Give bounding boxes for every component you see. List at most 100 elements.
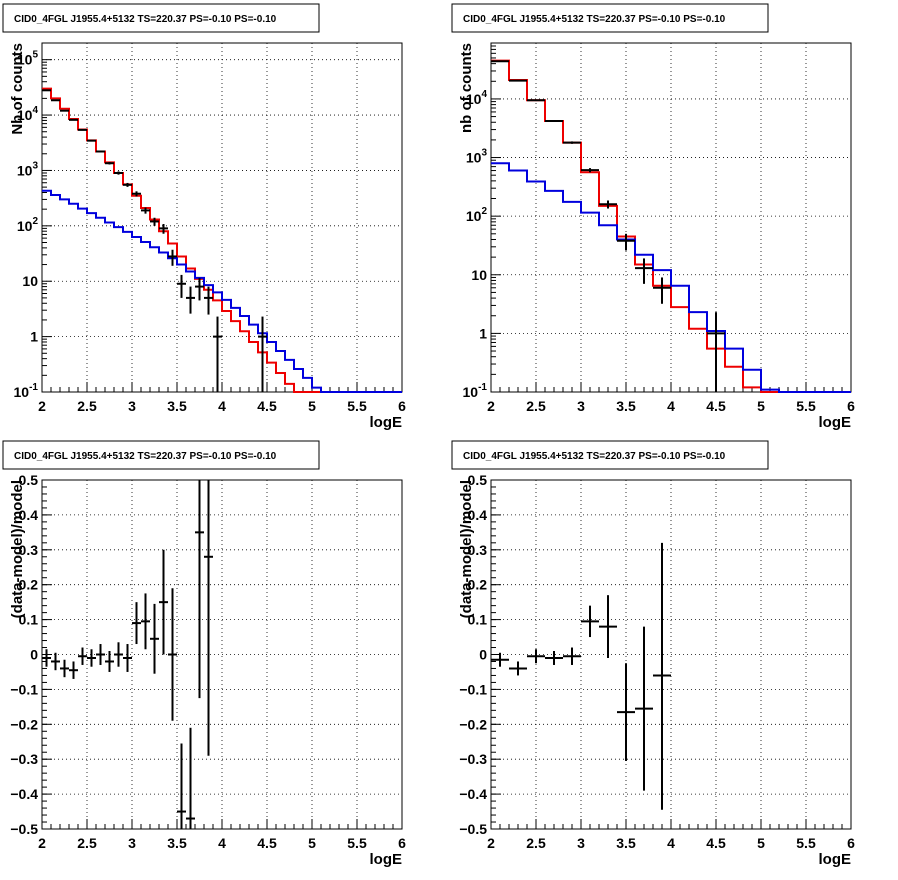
y-tick-label: −0.3: [10, 751, 38, 767]
x-tick-label: 5: [757, 835, 765, 851]
y-tick-label: 103: [17, 160, 39, 178]
y-tick-label-base: 10: [466, 208, 482, 224]
y-tick-label-base: 10: [17, 52, 33, 68]
x-tick-label: 4.5: [706, 398, 726, 414]
x-tick-label: 2: [487, 398, 495, 414]
x-tick-label: 3: [577, 835, 585, 851]
y-tick-label: −0.5: [10, 821, 38, 837]
y-axis-label: (data-model)/model: [9, 480, 26, 618]
x-tick-label: 3: [128, 398, 136, 414]
y-tick-label-base: 10: [463, 384, 479, 400]
y-tick-label: −0.5: [459, 821, 487, 837]
x-tick-label: 4.5: [257, 398, 277, 414]
y-tick-label-exp: 5: [32, 50, 38, 61]
x-tick-label: 2.5: [526, 398, 546, 414]
x-tick-label: 2.5: [526, 835, 546, 851]
x-tick-label: 3.5: [167, 398, 187, 414]
y-tick-label-exp: -1: [478, 382, 487, 393]
y-tick-label-base: 10: [466, 150, 482, 166]
y-tick-label: 0.5: [468, 472, 488, 488]
x-tick-label: 2: [38, 835, 46, 851]
y-tick-label-base: 10: [17, 107, 33, 123]
x-tick-label: 5.5: [347, 398, 367, 414]
x-tick-label: 2.5: [77, 398, 97, 414]
x-tick-label: 6: [398, 835, 406, 851]
y-tick-label: 102: [17, 216, 39, 234]
x-tick-label: 6: [847, 835, 855, 851]
data-points-group: [491, 542, 671, 810]
x-tick-label: 6: [847, 398, 855, 414]
x-tick-label: 6: [398, 398, 406, 414]
chart-panel-top-right: CID0_4FGL J1955.4+5132 TS=220.37 PS=-0.1…: [449, 0, 898, 437]
x-tick-label: 4: [667, 835, 675, 851]
y-tick-label-exp: 4: [32, 105, 38, 116]
y-tick-label: −0.2: [459, 716, 487, 732]
y-tick-label: 0.3: [19, 542, 39, 558]
chart-title: CID0_4FGL J1955.4+5132 TS=220.37 PS=-0.1…: [14, 451, 277, 462]
y-tick-label-exp: 4: [481, 89, 487, 100]
y-tick-label: 0.4: [19, 507, 39, 523]
x-tick-label: 2: [38, 398, 46, 414]
series-source-model-line: [42, 189, 402, 393]
y-axis-label: Nb of counts: [9, 43, 26, 135]
chart-title: CID0_4FGL J1955.4+5132 TS=220.37 PS=-0.1…: [14, 14, 277, 25]
x-tick-label: 5.5: [347, 835, 367, 851]
x-tick-label: 3: [128, 835, 136, 851]
y-tick-label-base: 10: [17, 162, 33, 178]
y-tick-label: −0.1: [459, 681, 487, 697]
y-tick-label: 1: [30, 329, 38, 345]
residual-chart-bottom-left: CID0_4FGL J1955.4+5132 TS=220.37 PS=-0.1…: [2, 440, 406, 868]
y-tick-label: 0.2: [468, 577, 488, 593]
x-axis-label: logE: [819, 851, 852, 868]
counts-chart-top-left: CID0_4FGL J1955.4+5132 TS=220.37 PS=-0.1…: [2, 3, 406, 431]
chart-panel-top-left: CID0_4FGL J1955.4+5132 TS=220.37 PS=-0.1…: [0, 0, 449, 437]
x-tick-label: 4: [218, 398, 226, 414]
y-tick-label-exp: -1: [29, 382, 38, 393]
x-axis-label: logE: [819, 414, 852, 431]
y-tick-label-exp: 2: [32, 216, 38, 227]
x-tick-label: 3.5: [616, 398, 636, 414]
y-tick-label: 0.5: [19, 472, 39, 488]
data-points-group: [42, 480, 213, 829]
chart-panel-bottom-left: CID0_4FGL J1955.4+5132 TS=220.37 PS=-0.1…: [0, 437, 449, 875]
x-axis-label: logE: [370, 414, 403, 431]
y-tick-label: 0.2: [19, 577, 39, 593]
y-tick-label: 0.1: [19, 612, 39, 628]
chart-title: CID0_4FGL J1955.4+5132 TS=220.37 PS=-0.1…: [463, 14, 726, 25]
series-total-model-line: [42, 87, 402, 393]
y-tick-label-exp: 3: [481, 148, 487, 159]
x-tick-label: 4.5: [706, 835, 726, 851]
y-tick-label-exp: 3: [32, 160, 38, 171]
x-tick-label: 3.5: [616, 835, 636, 851]
x-tick-label: 5.5: [796, 398, 816, 414]
y-tick-label: 0: [479, 647, 487, 663]
y-tick-label: 1: [479, 325, 487, 341]
x-tick-label: 4: [667, 398, 675, 414]
chart-title: CID0_4FGL J1955.4+5132 TS=220.37 PS=-0.1…: [463, 451, 726, 462]
x-tick-label: 5: [308, 398, 316, 414]
y-tick-label: −0.4: [459, 786, 487, 802]
x-tick-label: 4: [218, 835, 226, 851]
y-tick-label: −0.2: [10, 716, 38, 732]
y-tick-label-base: 10: [17, 218, 33, 234]
chart-title-box: CID0_4FGL J1955.4+5132 TS=220.37 PS=-0.1…: [2, 3, 320, 33]
x-tick-label: 5.5: [796, 835, 816, 851]
x-tick-label: 5: [757, 398, 765, 414]
y-tick-label: 102: [466, 206, 488, 224]
y-tick-label: −0.4: [10, 786, 38, 802]
y-tick-label: −0.3: [459, 751, 487, 767]
x-axis-label: logE: [370, 851, 403, 868]
x-tick-label: 4.5: [257, 835, 277, 851]
counts-chart-top-right: CID0_4FGL J1955.4+5132 TS=220.37 PS=-0.1…: [451, 3, 855, 431]
x-tick-label: 2: [487, 835, 495, 851]
y-tick-label: 0.4: [468, 507, 488, 523]
y-tick-label: 10-1: [14, 382, 39, 400]
y-tick-label-base: 10: [466, 91, 482, 107]
series-source-model-line: [491, 162, 851, 393]
plot-frame: [490, 42, 852, 393]
y-tick-label: 104: [466, 89, 488, 107]
y-tick-label-base: 10: [14, 384, 30, 400]
y-tick-label: 105: [17, 50, 39, 68]
chart-title-box: CID0_4FGL J1955.4+5132 TS=220.37 PS=-0.1…: [2, 440, 320, 470]
y-tick-label: 10-1: [463, 382, 488, 400]
